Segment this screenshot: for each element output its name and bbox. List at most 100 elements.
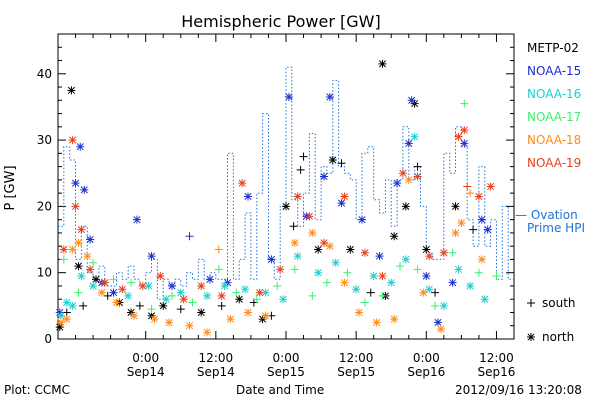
ovation-line <box>58 66 514 300</box>
y-ticks: 0 10 20 30 40 <box>37 46 514 346</box>
noaa-16-point-north <box>480 295 489 304</box>
noaa-17-point-south <box>322 278 331 287</box>
noaa-17-point-south <box>360 298 369 307</box>
noaa-17-point-south <box>413 265 422 274</box>
noaa-19-point-north <box>413 172 422 181</box>
metp-02-point-south <box>79 301 88 310</box>
data-points <box>55 59 501 337</box>
noaa-17-point-south <box>252 295 261 304</box>
noaa-17-point-south <box>168 291 176 300</box>
noaa-16-point-north <box>369 272 378 281</box>
noaa-17-point-south <box>109 275 118 284</box>
legend-noaa-18: NOAA-18 <box>527 133 581 147</box>
metp-02-point-north <box>328 155 337 164</box>
x-tick-date-label: Sep14 <box>197 365 235 379</box>
noaa-18-point-north <box>185 321 194 330</box>
metp-02-point-south <box>413 162 422 171</box>
metp-02-point-north <box>401 202 410 211</box>
metp-02-point-north <box>282 202 290 211</box>
noaa-19-point-north <box>179 295 188 304</box>
noaa-18-point-north <box>74 238 83 247</box>
noaa-19-point-north <box>138 281 147 290</box>
x-ticks: 0:00Sep1412:00Sep140:00Sep1512:00Sep150:… <box>75 34 516 379</box>
noaa-19-point-north <box>238 179 247 188</box>
metp-02-point-north <box>346 245 355 254</box>
noaa-16-point-north <box>203 291 212 300</box>
legend-ovation-line1: — Ovation <box>515 208 578 222</box>
noaa-16-point-north <box>439 301 448 310</box>
noaa-15-point-north <box>460 139 469 148</box>
noaa-18-point-north <box>112 298 121 307</box>
metp-02-point-south <box>366 288 375 297</box>
x-tick-time-label: 0:00 <box>273 351 300 365</box>
footer-timestamp: 2012/09/16 13:20:08 <box>455 383 582 397</box>
metp-02-point-south <box>176 305 185 314</box>
noaa-17-point-south <box>89 258 98 267</box>
legend-noaa-19: NOAA-19 <box>527 156 581 170</box>
noaa-15-point-north <box>337 199 346 208</box>
noaa-15-point-north <box>168 281 176 290</box>
noaa-16-point-north <box>279 295 288 304</box>
noaa-19-point-north <box>486 182 495 191</box>
metp-02-point-south <box>431 288 440 297</box>
noaa-15-point-north <box>358 215 366 224</box>
noaa-15-point-north <box>71 179 80 188</box>
noaa-19-point-north <box>77 225 86 234</box>
noaa-19-point-north <box>398 169 407 178</box>
noaa-15-point-north <box>422 272 431 281</box>
ovation-hpi-line <box>58 66 514 300</box>
noaa-16-point-north <box>124 291 133 300</box>
metp-02-point-south <box>103 291 112 300</box>
metp-02-point-north <box>422 245 431 254</box>
noaa-16-point-north <box>56 311 65 320</box>
noaa-18-point-north <box>419 288 428 297</box>
noaa-18-point-north <box>372 318 381 327</box>
noaa-16-point-north <box>220 281 229 290</box>
metp-02-point-north <box>451 202 460 211</box>
y-tick-label: 30 <box>37 133 52 147</box>
noaa-18-point-north <box>244 308 252 317</box>
noaa-18-point-north <box>261 311 270 320</box>
metp-02-point-south <box>299 152 308 161</box>
noaa-17-point-south <box>273 281 282 290</box>
noaa-16-point-north <box>425 285 434 294</box>
noaa-16-point-north <box>314 268 323 277</box>
legend-south-marker <box>527 299 535 307</box>
noaa-17-point-south <box>214 265 223 274</box>
noaa-18-point-north <box>97 288 106 297</box>
legend-south-label: south <box>542 296 576 310</box>
y-tick-label: 20 <box>37 199 52 213</box>
noaa-15-point-north <box>434 318 442 327</box>
noaa-17-point-south <box>343 268 352 277</box>
noaa-19-point-north <box>276 265 285 274</box>
noaa-18-point-north <box>477 255 486 264</box>
noaa-16-point-north <box>144 281 153 290</box>
metp-02-point-south <box>289 222 298 231</box>
x-tick-time-label: 12:00 <box>339 351 374 365</box>
noaa-19-point-north <box>425 252 434 261</box>
noaa-19-point-north <box>59 245 68 254</box>
noaa-19-point-north <box>68 136 77 145</box>
noaa-18-point-north <box>56 318 65 327</box>
noaa-19-point-north <box>460 126 469 135</box>
metp-02-point-north <box>378 59 387 68</box>
noaa-18-point-north <box>203 328 212 337</box>
noaa-19-point-north <box>474 192 483 201</box>
noaa-15-point-north <box>80 185 89 194</box>
noaa-18-point-north <box>68 245 77 254</box>
metp-02-point-north <box>67 86 76 95</box>
x-tick-date-label: Sep16 <box>478 365 516 379</box>
metp-02-point-south <box>337 159 346 168</box>
x-tick-date-label: Sep15 <box>267 365 305 379</box>
noaa-16-point-north <box>352 285 361 294</box>
noaa-17-point-south <box>127 278 136 287</box>
legend-ovation-line2: Prime HPI <box>527 221 585 235</box>
noaa-16-point-north <box>162 295 171 304</box>
noaa-15-point-north <box>483 225 492 234</box>
noaa-19-point-north <box>378 272 387 281</box>
y-tick-label: 40 <box>37 67 52 81</box>
y-axis-label: P [GW] <box>3 165 18 210</box>
noaa-19-point-north <box>293 192 302 201</box>
noaa-15-point-north <box>477 215 486 224</box>
